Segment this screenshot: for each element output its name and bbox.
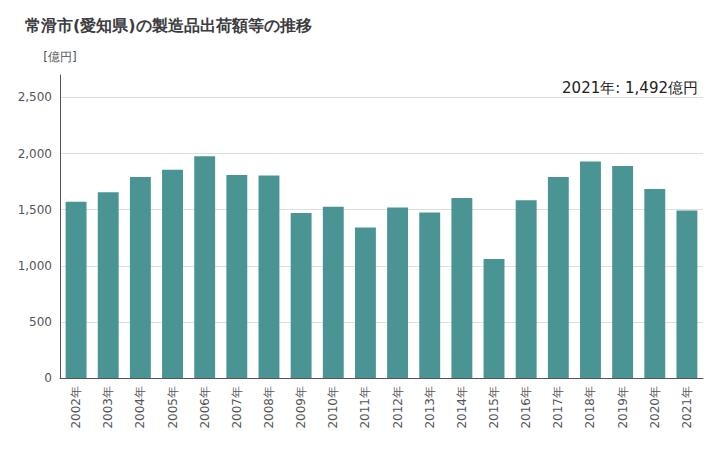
svg-text:2007年: 2007年 <box>230 386 244 429</box>
svg-text:2011年: 2011年 <box>358 386 372 429</box>
svg-text:2012年: 2012年 <box>391 386 405 429</box>
svg-text:2016年: 2016年 <box>519 386 533 429</box>
svg-text:2005年: 2005年 <box>166 386 180 429</box>
svg-text:2020年: 2020年 <box>648 386 662 429</box>
svg-text:2013年: 2013年 <box>423 386 437 429</box>
svg-text:2008年: 2008年 <box>262 386 276 429</box>
svg-text:1,000: 1,000 <box>18 259 52 273</box>
svg-text:2015年: 2015年 <box>487 386 501 429</box>
svg-text:常滑市(愛知県)の製造品出荷額等の推移: 常滑市(愛知県)の製造品出荷額等の推移 <box>25 16 312 35</box>
svg-text:1,500: 1,500 <box>18 203 52 217</box>
svg-text:2010年: 2010年 <box>326 386 340 429</box>
svg-text:2009年: 2009年 <box>294 386 308 429</box>
svg-text:2,000: 2,000 <box>18 147 52 161</box>
svg-text:2003年: 2003年 <box>101 386 115 429</box>
svg-text:2002年: 2002年 <box>69 386 83 429</box>
svg-text:500: 500 <box>29 315 52 329</box>
svg-text:2006年: 2006年 <box>198 386 212 429</box>
svg-text:2,500: 2,500 <box>18 90 52 104</box>
svg-text:2018年: 2018年 <box>583 386 597 429</box>
svg-text:[億円]: [億円] <box>43 50 76 64</box>
svg-text:2004年: 2004年 <box>133 386 147 429</box>
svg-text:2014年: 2014年 <box>455 386 469 429</box>
svg-text:0: 0 <box>44 371 52 385</box>
svg-text:2019年: 2019年 <box>616 386 630 429</box>
svg-text:2021年: 1,492億円: 2021年: 1,492億円 <box>562 79 698 97</box>
svg-text:2017年: 2017年 <box>551 386 565 429</box>
svg-text:2021年: 2021年 <box>680 386 694 429</box>
